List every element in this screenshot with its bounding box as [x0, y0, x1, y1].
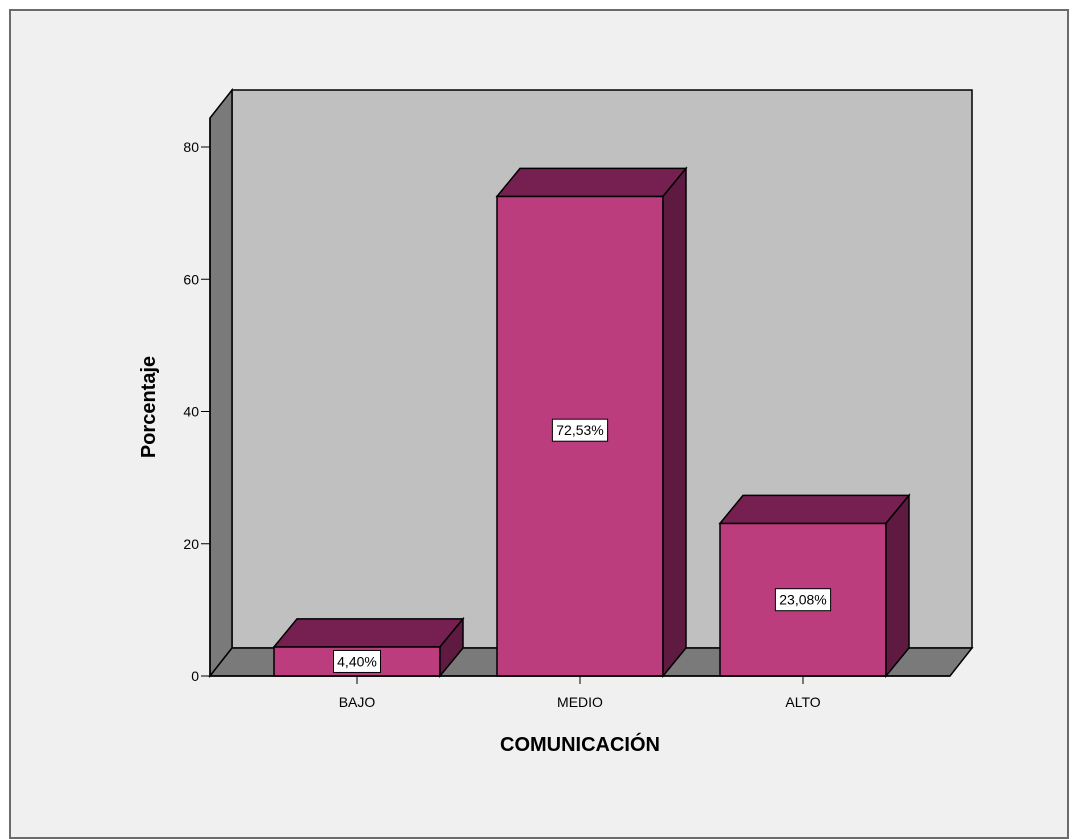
data-label: 23,08%	[779, 592, 826, 608]
bar-chart: 0 20 40 60 80 4,40% 72,53% 23,08% BAJO MEDIO ALT…	[138, 87, 974, 756]
bar-side	[885, 493, 910, 679]
bar-medio: 72,53%	[495, 166, 688, 679]
data-label-box	[333, 649, 381, 673]
x-axis: BAJO MEDIO ALTO	[210, 675, 950, 710]
y-axis-title: Porcentaje	[138, 356, 160, 458]
bar-top	[495, 167, 688, 198]
x-axis-title: COMUNICACIÓN	[500, 732, 660, 756]
bar-alto: 23,08%	[718, 493, 911, 679]
y-tick-label: 20	[183, 536, 199, 552]
y-tick-label: 60	[183, 271, 199, 287]
data-label-box	[774, 588, 832, 612]
x-tick-label: BAJO	[339, 694, 376, 710]
bar-top	[272, 618, 465, 648]
bar-side	[439, 616, 464, 679]
bar-top	[718, 494, 911, 525]
bar-bajo: 4,40%	[272, 616, 465, 679]
side-wall	[209, 87, 233, 679]
chart-frame: 0 20 40 60 80 4,40% 72,53% 23,08% BAJO MEDIO ALT…	[9, 9, 1069, 839]
bars: 4,40% 72,53% 23,08%	[272, 166, 911, 679]
bar-side	[662, 166, 687, 679]
data-label: 72,53%	[556, 422, 603, 438]
y-tick-label: 0	[191, 668, 199, 684]
y-axis: 0 20 40 60 80	[183, 118, 211, 684]
x-tick-label: MEDIO	[557, 694, 603, 710]
x-tick-label: ALTO	[785, 694, 820, 710]
data-label-box	[551, 418, 609, 442]
y-tick-label: 80	[183, 139, 199, 155]
y-tick-label: 40	[183, 404, 199, 420]
data-label: 4,40%	[337, 653, 377, 669]
